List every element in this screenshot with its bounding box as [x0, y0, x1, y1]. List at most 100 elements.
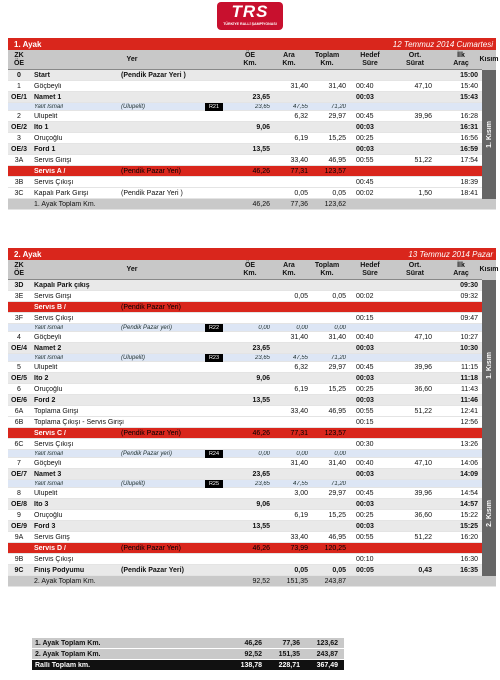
control-id: 4: [17, 333, 21, 341]
first-car-time: 09:32: [460, 292, 478, 300]
ort-surat-header: Ort. Sürat: [396, 260, 434, 280]
total-km: 0,05: [332, 292, 346, 300]
link-km: 3,00: [294, 489, 308, 497]
summary-link-km: 77,36: [282, 639, 300, 647]
table-row: 3F Servis Çıkışı 00:15 09:47: [8, 313, 496, 324]
yer-header-line1: Yer: [126, 56, 138, 63]
leg-1-table: 1. Ayak 12 Temmuz 2014 Cumartesi ZK ÖE Yer…: [8, 38, 499, 210]
target-time: 00:45: [356, 489, 374, 497]
hedef-sure-header-line2: Süre: [362, 270, 378, 277]
ort-surat-header-line1: Ort.: [408, 52, 422, 59]
stage-km: 9,06: [256, 500, 270, 508]
target-time: 00:03: [356, 522, 374, 530]
location-remark: (Pendik Pazar Yeri): [121, 167, 181, 175]
table-row: 3 Oruçoğlu 6,19 15,25 00:25 16:56: [8, 133, 496, 144]
ara-km-header-line1: Ara: [283, 52, 295, 59]
summary-label: 2. Ayak Toplam Km.: [35, 650, 101, 658]
location-name: Servis A /: [34, 167, 66, 175]
kisim-header: Kısım: [479, 260, 499, 280]
first-car-time: 15:40: [460, 82, 478, 90]
leg-2-table: 2. Ayak 13 Temmuz 2014 Pazar ZK ÖE Yer ÖE Km…: [8, 248, 499, 587]
total-km: 123,62: [324, 200, 346, 208]
total-km: 31,40: [328, 82, 346, 90]
table-row: Servis D / 46,26 73,99 120,25 (Pendik Pazar …: [8, 543, 496, 554]
location-name: Yalıt İsmail: [34, 480, 63, 487]
stage-km: 13,55: [252, 522, 270, 530]
table-row: 1. Ayak Toplam Km. 46,26 77,36 123,62: [8, 199, 496, 210]
logo-subtitle: TÜRKİYE RALLİ ŞAMPİYONASI: [223, 22, 277, 26]
stage-km: 23,65: [252, 344, 270, 352]
ilk-arac-header-line1: İlk: [457, 262, 465, 269]
first-car-time: 15:22: [460, 511, 478, 519]
avg-speed: 36,60: [414, 385, 432, 393]
location-name: Servis C /: [34, 429, 66, 437]
table-row: Yalıt İsmail 23,65 47,55 71,20 (Ulupelit) R21: [8, 103, 496, 111]
kisim-header: Kısım: [479, 50, 499, 70]
avg-speed: 0,43: [418, 566, 432, 574]
location-name: Ford 2: [34, 396, 56, 404]
target-time: 00:02: [356, 292, 374, 300]
avg-speed: 47,10: [414, 333, 432, 341]
total-km: 29,97: [328, 363, 346, 371]
table-row: ÖE/5 İto 2 9,06 00:03 11:18: [8, 373, 496, 384]
control-id: 3E: [14, 292, 24, 300]
ilk-arac-header: İlk Araç: [440, 260, 482, 280]
table-row: 9B Servis Çıkışı 00:10 16:30: [8, 554, 496, 565]
control-id: 6B: [14, 418, 24, 426]
table-row: Yalıt İsmail 0,00 0,00 0,00 (Pendik Pazar ye…: [8, 324, 496, 332]
stage-km: 13,55: [252, 145, 270, 153]
avg-speed: 51,22: [414, 533, 432, 541]
column-headers: ZK ÖE Yer ÖE Km. Ara Km. Toplam Km. Hedef Süre Ort.…: [8, 260, 499, 280]
summary-stage-km: 138,78: [240, 661, 262, 669]
ilk-arac-header-line2: Araç: [453, 60, 469, 67]
first-car-time: 14:09: [460, 470, 478, 478]
link-km: 0,00: [296, 324, 308, 331]
table-row: 7 Göçbeyli 31,40 31,40 00:40 47,10 14:06: [8, 458, 496, 469]
target-time: 00:40: [356, 459, 374, 467]
total-km: 0,00: [334, 450, 346, 457]
control-id: 0: [17, 71, 21, 79]
control-id: 9A: [14, 533, 24, 541]
link-km: 6,32: [294, 112, 308, 120]
table-row: 6 Oruçoğlu 6,19 15,25 00:25 36,60 11:43: [8, 384, 496, 395]
first-car-time: 14:57: [460, 500, 478, 508]
avg-speed: 51,22: [414, 156, 432, 164]
summary-total-km: 123,62: [316, 639, 338, 647]
location-remark: (Pendik Pazar Yeri): [121, 566, 184, 574]
target-time: 00:03: [356, 374, 374, 382]
first-car-time: 18:39: [460, 178, 478, 186]
ara-km-header: Ara Km.: [270, 50, 308, 70]
table-row: Yalıt İsmail 0,00 0,00 0,00 (Pendik Pazar ye…: [8, 450, 496, 458]
first-car-time: 10:30: [460, 344, 478, 352]
location-name: Servis Çıkışı: [34, 440, 74, 448]
control-id: ÖE/5: [11, 374, 27, 382]
location-remark: (Ulupelit): [121, 480, 146, 487]
leg-2-header: 2. Ayak 13 Temmuz 2014 Pazar: [8, 248, 496, 260]
toplam-km-header: Toplam Km.: [308, 50, 346, 70]
link-km: 77,31: [290, 429, 308, 437]
first-car-time: 13:26: [460, 440, 478, 448]
target-time: 00:15: [356, 418, 374, 426]
target-time: 00:02: [356, 189, 374, 197]
location-name: Göçbeyli: [34, 82, 62, 90]
table-row: ÖE/9 Ford 3 13,55 00:03 15:25: [8, 521, 496, 532]
stage-km: 46,26: [252, 167, 270, 175]
summary-label: 1. Ayak Toplam Km.: [35, 639, 101, 647]
table-row: 6C Servis Çıkışı 00:30 13:26: [8, 439, 496, 450]
location-remark: (Pendik Pazar Yeri): [121, 544, 181, 552]
table-row: 3C Kapalı Park Girişi 0,05 0,05 00:02 1,50 18:…: [8, 188, 496, 199]
control-id: 9B: [14, 555, 24, 563]
link-km: 0,05: [294, 292, 308, 300]
first-car-time: 12:41: [460, 407, 478, 415]
stage-km: 0,00: [258, 450, 270, 457]
total-km: 0,00: [334, 324, 346, 331]
location-name: Namet 2: [34, 344, 62, 352]
location-name: Yalıt İsmail: [34, 103, 63, 110]
control-id: ÖE/6: [11, 396, 27, 404]
stage-km: 9,06: [256, 123, 270, 131]
location-name: Yalıt İsmail: [34, 450, 63, 457]
target-time: 00:25: [356, 134, 374, 142]
location-remark: (Ulupelit): [121, 103, 146, 110]
section-label: 2. Kısım: [482, 450, 496, 576]
first-car-time: 16:35: [460, 566, 478, 574]
